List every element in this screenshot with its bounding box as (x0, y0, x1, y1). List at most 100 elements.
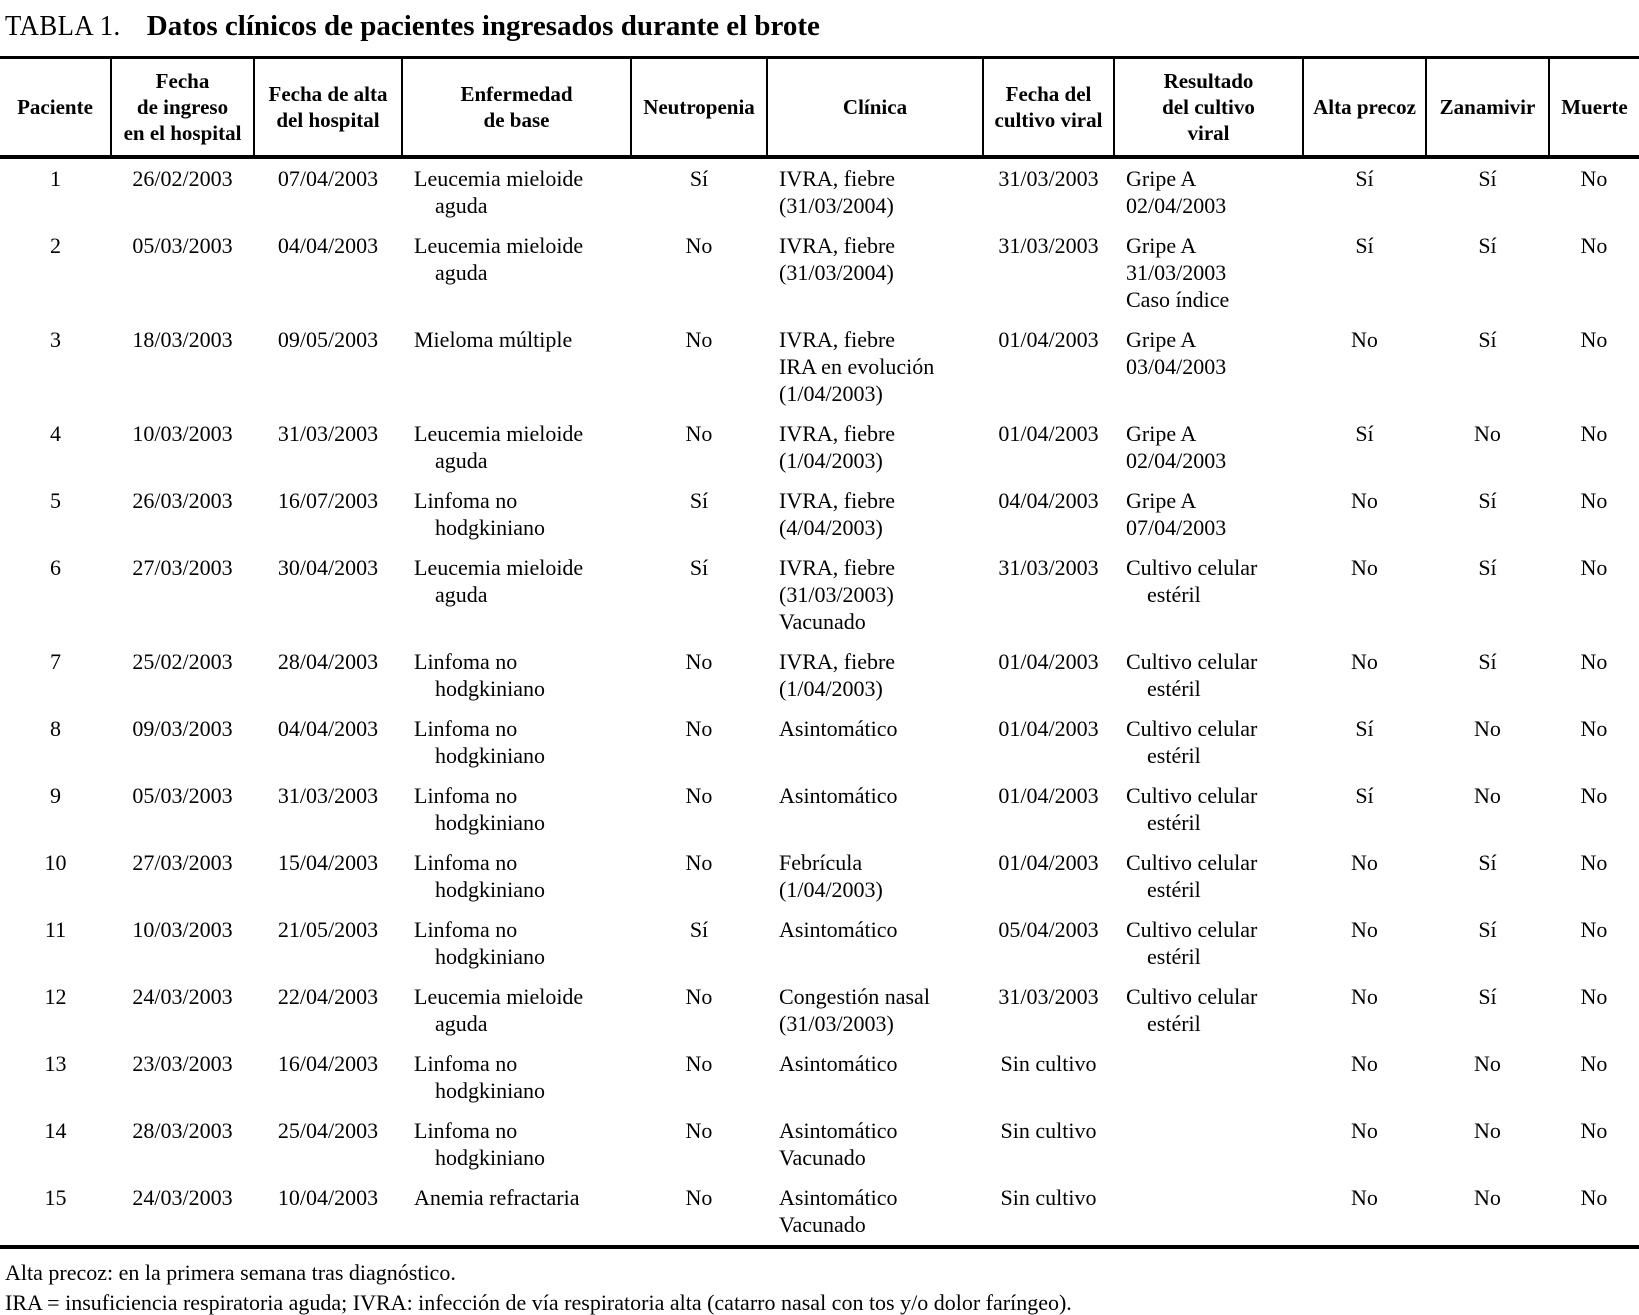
table-row: 10 27/03/2003 15/04/2003 Linfoma no hodgkini… (0, 843, 1639, 910)
cell-fecha-alta: 16/07/2003 (277, 488, 379, 513)
cell-fecha-cultivo: 01/04/2003 (998, 649, 1099, 674)
cell-zanamivir: Sí (1478, 850, 1497, 875)
cell-fecha-ingreso: 26/02/2003 (132, 166, 233, 191)
cell-neutropenia: Sí (689, 555, 709, 580)
cell-neutropenia: No (685, 327, 713, 352)
cell-zanamivir: No (1474, 716, 1501, 741)
cell-fecha-alta: 04/04/2003 (277, 716, 379, 741)
cell-enfermedad-base: Anemia refractaria (414, 1185, 580, 1210)
cell-fecha-alta: 31/03/2003 (277, 783, 379, 808)
cell-neutropenia: Sí (689, 166, 709, 191)
table-row: 13 23/03/2003 16/04/2003 Linfoma no hodgkini… (0, 1044, 1639, 1111)
table-body: 1 26/02/2003 07/04/2003 Leucemia mieloide ag… (0, 157, 1639, 1247)
table-row: 1 26/02/2003 07/04/2003 Leucemia mieloide ag… (0, 157, 1639, 226)
cell-fecha-alta: 25/04/2003 (277, 1118, 379, 1143)
cell-neutropenia: No (685, 421, 713, 446)
cell-alta-precoz: Sí (1355, 233, 1374, 258)
cell-muerte: No (1580, 850, 1608, 875)
cell-alta-precoz: No (1351, 1051, 1378, 1076)
cell-neutropenia: No (685, 716, 713, 741)
cell-enfermedad-base: Mieloma múltiple (414, 327, 573, 352)
cell-fecha-ingreso: 24/03/2003 (132, 1185, 233, 1210)
cell-clinica: Asintomático (779, 716, 898, 741)
cell-fecha-cultivo: 31/03/2003 (998, 166, 1099, 191)
cell-clinica: Asintomático (779, 1051, 898, 1076)
cell-zanamivir: Sí (1478, 166, 1497, 191)
table-title-label: TABLA 1. (5, 10, 121, 42)
cell-fecha-cultivo: 04/04/2003 (998, 488, 1099, 513)
table-title: TABLA 1. Datos clínicos de pacientes ingr… (0, 0, 1639, 56)
column-header-fecha-alta: Fecha de alta del hospital (254, 57, 403, 159)
cell-neutropenia: No (685, 233, 713, 258)
cell-fecha-ingreso: 25/02/2003 (132, 649, 233, 674)
cell-fecha-cultivo: 31/03/2003 (998, 233, 1099, 258)
cell-fecha-alta: 28/04/2003 (277, 649, 379, 674)
cell-muerte: No (1580, 166, 1608, 191)
cell-enfermedad-base: Linfoma no hodgkiniano (414, 783, 545, 835)
table-row: 7 25/02/2003 28/04/2003 Linfoma no hodgkinia… (0, 642, 1639, 709)
cell-fecha-ingreso: 09/03/2003 (132, 716, 233, 741)
cell-fecha-ingreso: 10/03/2003 (132, 421, 233, 446)
cell-alta-precoz: No (1351, 1118, 1378, 1143)
table-footnotes: Alta precoz: en la primera semana tras d… (5, 1258, 1639, 1315)
cell-clinica: Asintomático (779, 917, 898, 942)
cell-fecha-ingreso: 10/03/2003 (132, 917, 233, 942)
cell-enfermedad-base: Leucemia mieloide aguda (414, 421, 584, 473)
cell-fecha-cultivo: 01/04/2003 (998, 716, 1099, 741)
cell-fecha-alta: 16/04/2003 (277, 1051, 379, 1076)
cell-fecha-ingreso: 26/03/2003 (132, 488, 233, 513)
cell-enfermedad-base: Leucemia mieloide aguda (414, 555, 584, 607)
cell-fecha-cultivo: 01/04/2003 (998, 783, 1099, 808)
cell-muerte: No (1580, 917, 1608, 942)
cell-fecha-alta: 15/04/2003 (277, 850, 379, 875)
cell-paciente: 6 (50, 555, 61, 580)
footnote-abbreviations: IRA = insuficiencia respiratoria aguda; … (5, 1290, 1072, 1315)
cell-neutropenia: Sí (689, 917, 709, 942)
column-header-neutropenia: Neutropenia (631, 57, 768, 159)
cell-fecha-alta: 09/05/2003 (277, 327, 379, 352)
table-row: 11 10/03/2003 21/05/2003 Linfoma no hodgkini… (0, 910, 1639, 977)
cell-clinica: Febrícula (1/04/2003) (779, 850, 883, 902)
cell-muerte: No (1580, 1185, 1608, 1210)
cell-paciente: 12 (44, 984, 67, 1009)
column-header-zanamivir: Zanamivir (1426, 57, 1550, 159)
table-row: 6 27/03/2003 30/04/2003 Leucemia mieloide ag… (0, 548, 1639, 642)
column-header-enfermedad-base: Enfermedad de base (402, 57, 632, 159)
cell-alta-precoz: Sí (1355, 421, 1374, 446)
cell-fecha-ingreso: 05/03/2003 (132, 783, 233, 808)
cell-resultado-cultivo: Cultivo celular estéril (1126, 917, 1258, 969)
cell-fecha-ingreso: 27/03/2003 (132, 555, 233, 580)
cell-zanamivir: Sí (1478, 555, 1497, 580)
cell-zanamivir: No (1474, 421, 1501, 446)
cell-alta-precoz: Sí (1355, 166, 1374, 191)
cell-enfermedad-base: Leucemia mieloide aguda (414, 233, 584, 285)
cell-enfermedad-base: Linfoma no hodgkiniano (414, 488, 545, 540)
cell-alta-precoz: Sí (1355, 716, 1374, 741)
table-row: 14 28/03/2003 25/04/2003 Linfoma no hodgkini… (0, 1111, 1639, 1178)
cell-muerte: No (1580, 783, 1608, 808)
cell-paciente: 3 (50, 327, 61, 352)
cell-paciente: 5 (50, 488, 61, 513)
cell-paciente: 11 (44, 917, 67, 942)
table-row: 12 24/03/2003 22/04/2003 Leucemia mieloide a… (0, 977, 1639, 1044)
cell-fecha-alta: 07/04/2003 (277, 166, 379, 191)
cell-paciente: 1 (50, 166, 61, 191)
column-header-resultado-cultivo: Resultado del cultivo viral (1114, 57, 1304, 159)
table-row: 5 26/03/2003 16/07/2003 Linfoma no hodgkinia… (0, 481, 1639, 548)
cell-clinica: IVRA, fiebre (31/03/2004) (779, 166, 896, 218)
cell-clinica: IVRA, fiebre (4/04/2003) (779, 488, 896, 540)
cell-resultado-cultivo: Cultivo celular estéril (1126, 783, 1258, 835)
cell-enfermedad-base: Linfoma no hodgkiniano (414, 716, 545, 768)
cell-alta-precoz: No (1351, 984, 1378, 1009)
cell-alta-precoz: No (1351, 327, 1378, 352)
clinical-data-table: Paciente Fecha de ingreso en el hospital Fec… (0, 56, 1639, 1249)
cell-fecha-ingreso: 24/03/2003 (132, 984, 233, 1009)
cell-paciente: 8 (50, 716, 61, 741)
column-header-alta-precoz: Alta precoz (1303, 57, 1427, 159)
cell-zanamivir: Sí (1478, 233, 1497, 258)
table-row: 15 24/03/2003 10/04/2003 Anemia refractaria… (0, 1178, 1639, 1247)
cell-alta-precoz: Sí (1355, 783, 1374, 808)
cell-fecha-cultivo: 01/04/2003 (998, 421, 1099, 446)
cell-fecha-ingreso: 23/03/2003 (132, 1051, 233, 1076)
cell-enfermedad-base: Linfoma no hodgkiniano (414, 850, 545, 902)
